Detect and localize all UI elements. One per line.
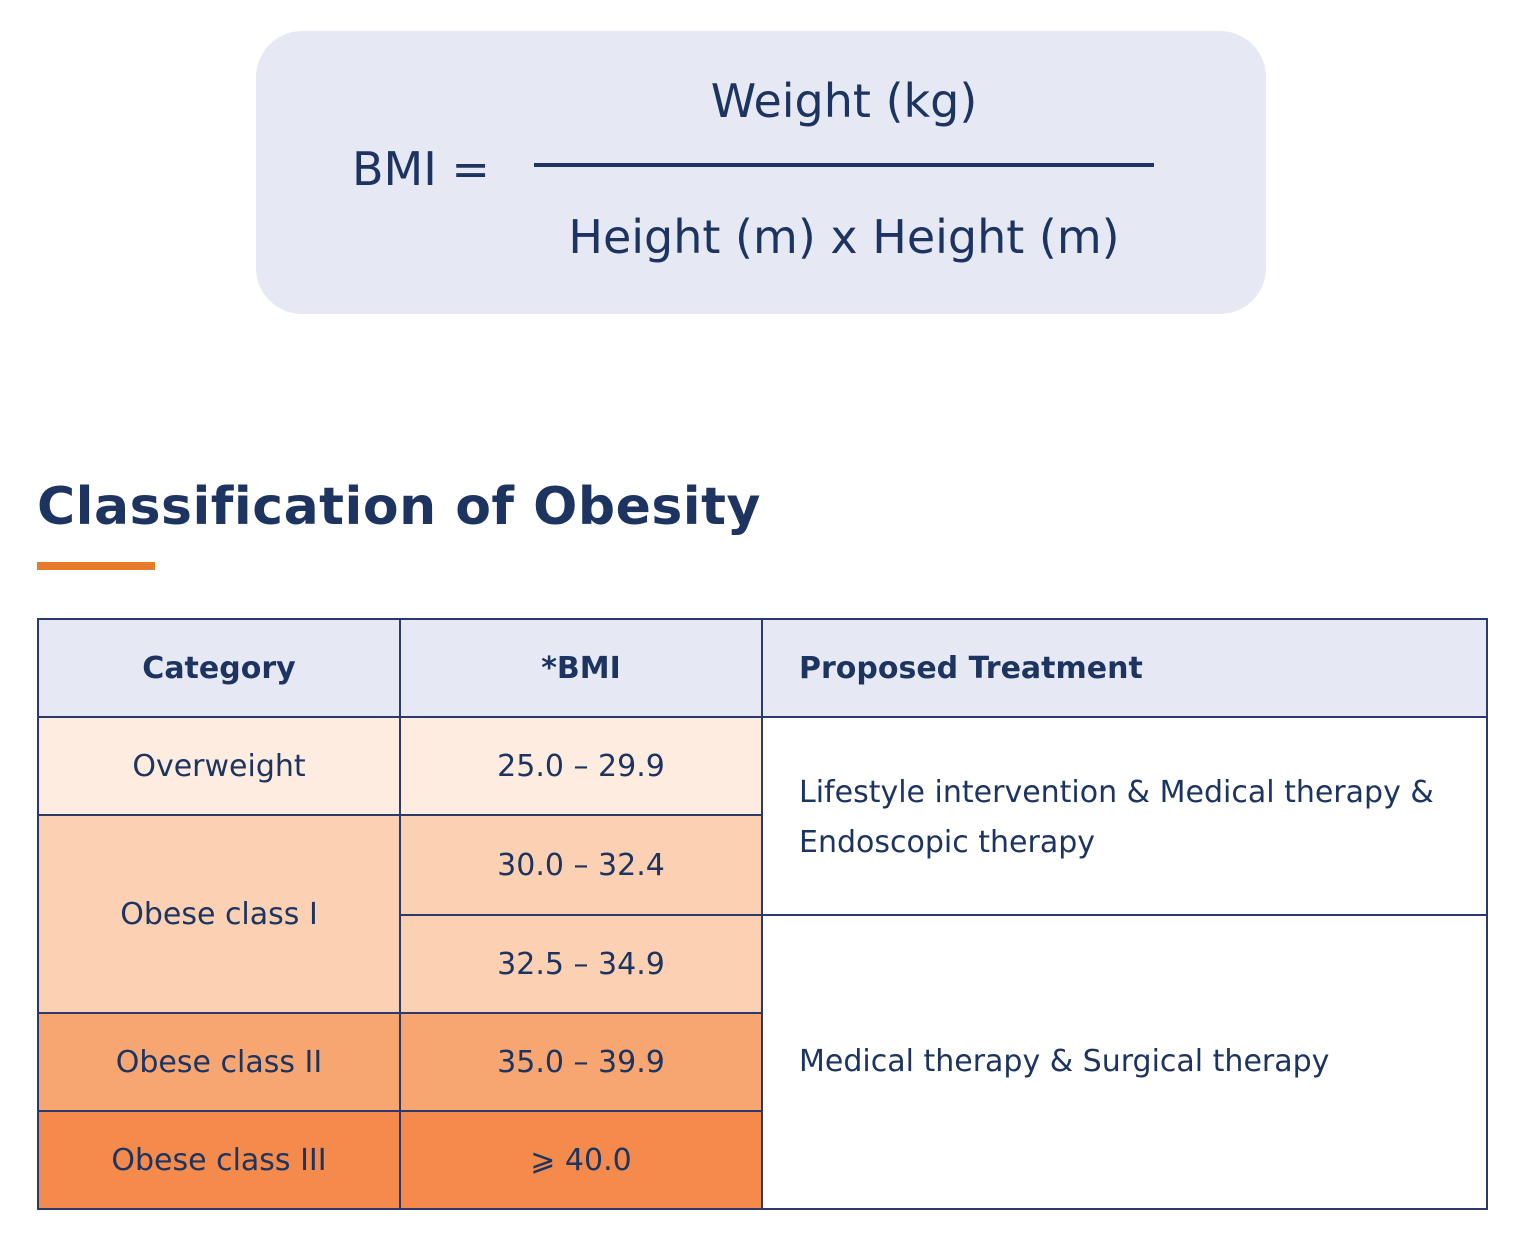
table-header-row: Category *BMI Proposed Treatment (37, 618, 1488, 718)
category-cell: Obese class III (37, 1110, 401, 1210)
bmi-range-cell: 30.0 – 32.4 (399, 814, 763, 916)
formula-lhs: BMI = (352, 142, 490, 196)
treatment-cell: Lifestyle intervention & Medical therapy… (761, 716, 1488, 916)
bmi-range-cell: 25.0 – 29.9 (399, 716, 763, 816)
table-row: Obese class III ⩾ 40.0 (37, 1110, 1487, 1210)
formula-numerator: Weight (kg) (710, 74, 978, 128)
section-title: Classification of Obesity (37, 477, 761, 537)
category-cell: Obese class I (37, 814, 401, 1014)
header-bmi: *BMI (399, 618, 763, 718)
obesity-classification-table: Category *BMI Proposed Treatment Overwei… (37, 618, 1488, 1210)
table-row: Obese class II 35.0 – 39.9 (37, 1012, 1487, 1112)
table-row: Obese class I 30.0 – 32.4 (37, 814, 1487, 1014)
header-category: Category (37, 618, 401, 718)
treatment-text: Lifestyle intervention & Medical therapy… (799, 775, 1434, 860)
table-row: Overweight 25.0 – 29.9 Lifestyle interve… (37, 716, 1488, 916)
fraction-bar (534, 163, 1154, 167)
bmi-range-cell: ⩾ 40.0 (399, 1110, 763, 1210)
category-cell: Obese class II (37, 1012, 401, 1112)
treatment-cell: Medical therapy & Surgical therapy (761, 914, 1488, 1210)
bmi-formula-box: BMI = Weight (kg) Height (m) x Height (m… (256, 31, 1266, 314)
header-treatment: Proposed Treatment (761, 618, 1488, 718)
title-underline (37, 562, 155, 570)
formula-denominator: Height (m) x Height (m) (568, 210, 1120, 264)
category-cell: Overweight (37, 716, 401, 816)
bmi-range-cell: 35.0 – 39.9 (399, 1012, 763, 1112)
table-row: 32.5 – 34.9 Medical therapy & Surgical t… (38, 914, 1488, 1210)
bmi-range-cell: 32.5 – 34.9 (399, 914, 763, 1014)
